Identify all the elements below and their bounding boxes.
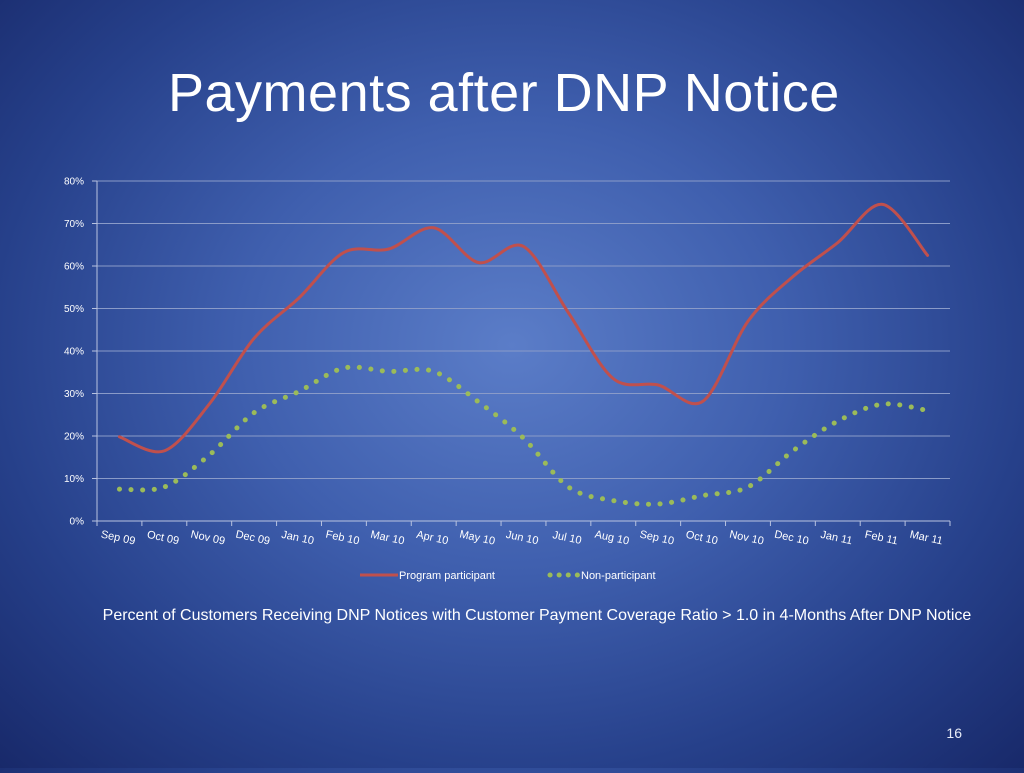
data-point xyxy=(298,390,300,392)
data-point xyxy=(388,370,390,372)
data-point xyxy=(208,454,210,456)
x-tick-label: Dec 09 xyxy=(234,529,271,548)
y-tick-label: 10% xyxy=(64,474,84,485)
chart-caption: Percent of Customers Receiving DNP Notic… xyxy=(102,607,972,624)
data-point xyxy=(792,450,794,452)
data-point xyxy=(657,503,659,505)
data-point xyxy=(702,495,704,497)
data-point xyxy=(343,251,345,253)
data-point xyxy=(612,378,614,380)
x-tick-label: Nov 09 xyxy=(190,529,227,548)
data-point xyxy=(927,410,929,412)
x-tick-label: Jul 10 xyxy=(551,529,582,547)
x-tick-label: Jan 11 xyxy=(819,529,853,547)
x-tick-label: Aug 10 xyxy=(594,529,631,548)
data-point xyxy=(163,486,165,488)
data-point xyxy=(702,400,704,402)
data-point xyxy=(118,488,120,490)
x-tick-label: Mar 10 xyxy=(369,529,405,548)
x-tick-label: May 10 xyxy=(458,528,496,547)
data-point xyxy=(927,254,929,256)
x-tick-label: Nov 10 xyxy=(728,529,765,548)
x-tick-label: Mar 11 xyxy=(909,529,944,548)
x-tick-label: Dec 10 xyxy=(773,529,810,548)
series-line-non-participant xyxy=(116,364,931,507)
data-point xyxy=(253,412,255,414)
data-point xyxy=(837,242,839,244)
data-point xyxy=(388,248,390,250)
series-line-program-participant xyxy=(117,202,930,454)
data-point xyxy=(478,262,480,264)
data-point xyxy=(343,367,345,369)
data-point xyxy=(567,486,569,488)
data-point xyxy=(163,450,165,452)
data-point xyxy=(567,312,569,314)
data-point xyxy=(298,297,300,299)
x-tick-label: Apr 10 xyxy=(415,529,449,547)
x-tick-label: Jun 10 xyxy=(505,529,540,548)
y-tick-label: 20% xyxy=(64,432,84,443)
data-point xyxy=(837,420,839,422)
x-tick-label: Sep 10 xyxy=(639,529,676,548)
y-tick-label: 30% xyxy=(64,389,84,400)
data-point xyxy=(657,384,659,386)
legend-label: Program participant xyxy=(399,570,495,582)
data-point xyxy=(433,370,435,372)
x-tick-label: Feb 11 xyxy=(864,529,899,548)
legend-label: Non-participant xyxy=(581,570,656,582)
data-point xyxy=(747,486,749,488)
data-point xyxy=(253,337,255,339)
data-point xyxy=(208,403,210,405)
data-point xyxy=(433,227,435,229)
data-point xyxy=(882,203,884,205)
x-tick-label: Sep 09 xyxy=(100,529,137,548)
y-tick-label: 40% xyxy=(64,347,84,358)
data-point xyxy=(612,500,614,502)
data-point xyxy=(118,436,120,438)
y-tick-label: 50% xyxy=(64,304,84,315)
data-point xyxy=(747,320,749,322)
x-tick-label: Feb 10 xyxy=(325,529,361,548)
data-point xyxy=(523,437,525,439)
x-tick-label: Oct 09 xyxy=(146,529,180,547)
slide-title: Payments after DNP Notice xyxy=(168,63,840,123)
x-tick-label: Jan 10 xyxy=(280,529,315,548)
data-point xyxy=(792,276,794,278)
x-tick-label: Oct 10 xyxy=(685,529,719,547)
slide-number: 16 xyxy=(946,725,962,741)
data-point xyxy=(478,401,480,403)
y-tick-label: 80% xyxy=(64,177,84,188)
y-tick-label: 0% xyxy=(70,517,85,528)
y-tick-label: 60% xyxy=(64,262,84,273)
data-point xyxy=(523,245,525,247)
y-tick-label: 70% xyxy=(64,219,84,230)
data-point xyxy=(882,403,884,405)
